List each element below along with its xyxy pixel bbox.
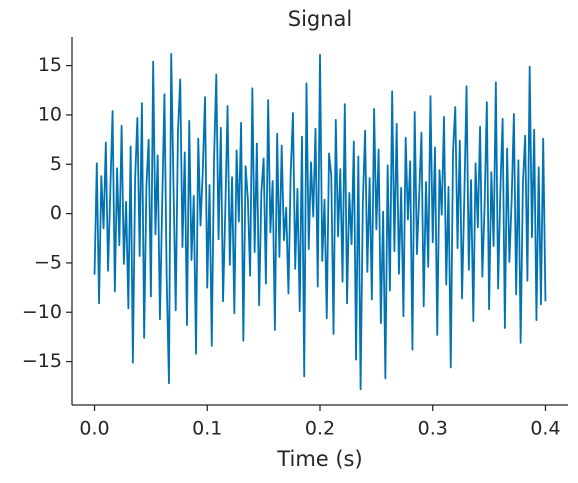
y-tick-label: −5 bbox=[34, 251, 62, 273]
y-tick-label: −15 bbox=[22, 350, 62, 372]
y-tick-label: 0 bbox=[50, 202, 62, 224]
chart-title: Signal bbox=[288, 7, 353, 31]
y-tick-label: 15 bbox=[38, 54, 62, 76]
x-tick-label: 0.0 bbox=[79, 418, 109, 440]
x-tick-label: 0.1 bbox=[192, 418, 222, 440]
x-tick-label: 0.4 bbox=[530, 418, 560, 440]
y-tick-label: −10 bbox=[22, 301, 62, 323]
y-tick-label: 5 bbox=[50, 153, 62, 175]
x-axis-label: Time (s) bbox=[276, 447, 362, 471]
x-tick-label: 0.3 bbox=[418, 418, 448, 440]
signal-line bbox=[93, 52, 547, 391]
x-tick-label: 0.2 bbox=[305, 418, 335, 440]
y-tick-label: 10 bbox=[38, 103, 62, 125]
